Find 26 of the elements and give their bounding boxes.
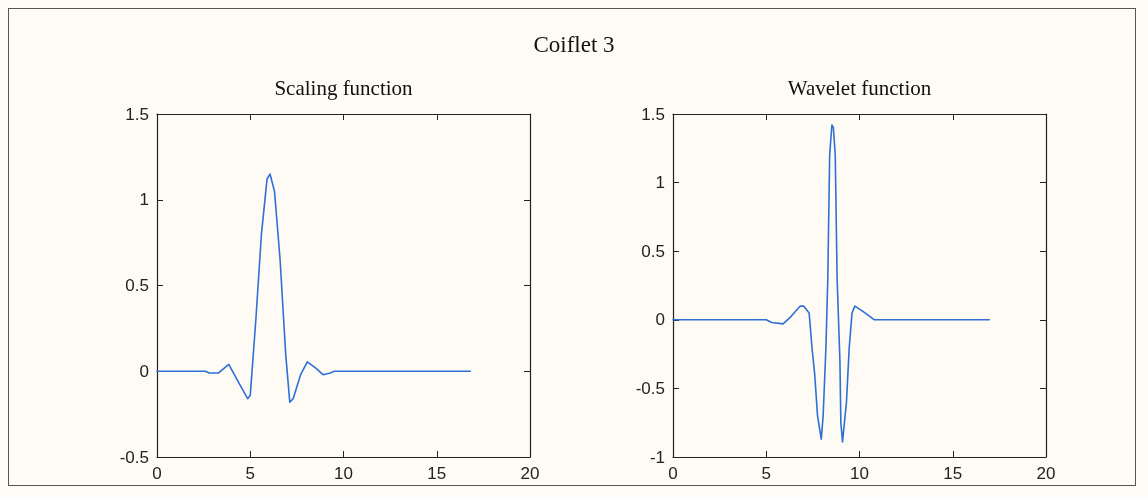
y-tick-label: 0 [139, 361, 149, 381]
y-tick-label: 1.5 [641, 104, 665, 124]
x-tick-label: 0 [152, 464, 162, 483]
y-tick-label: -0.5 [635, 378, 665, 398]
x-tick-label: 5 [245, 464, 255, 483]
x-tick-label: 10 [334, 464, 353, 483]
x-tick-label: 20 [520, 464, 540, 483]
line-series [156, 173, 472, 403]
line-series [672, 124, 991, 443]
y-tick-label: 1 [655, 173, 665, 193]
text: Coiflet 3 [532, 32, 616, 58]
chart-title: Scaling function [274, 75, 414, 100]
y-tick-label: -1 [649, 447, 665, 467]
x-tick-label: 20 [1036, 464, 1056, 483]
x-tick-label: 5 [761, 464, 771, 483]
y-tick-label: 1 [139, 190, 149, 210]
x-tick-label: 0 [668, 464, 678, 483]
y-tick-label: 0.5 [641, 241, 665, 261]
chart-title: Wavelet function [787, 75, 932, 100]
x-tick-label: 10 [850, 464, 869, 483]
x-tick-label: 15 [427, 464, 447, 483]
y-tick-label: -0.5 [119, 447, 149, 467]
y-tick-label: 0.5 [125, 276, 149, 295]
x-tick-label: 15 [943, 464, 963, 483]
y-tick-label: 1.5 [125, 104, 149, 124]
y-tick-label: 0 [655, 310, 665, 330]
